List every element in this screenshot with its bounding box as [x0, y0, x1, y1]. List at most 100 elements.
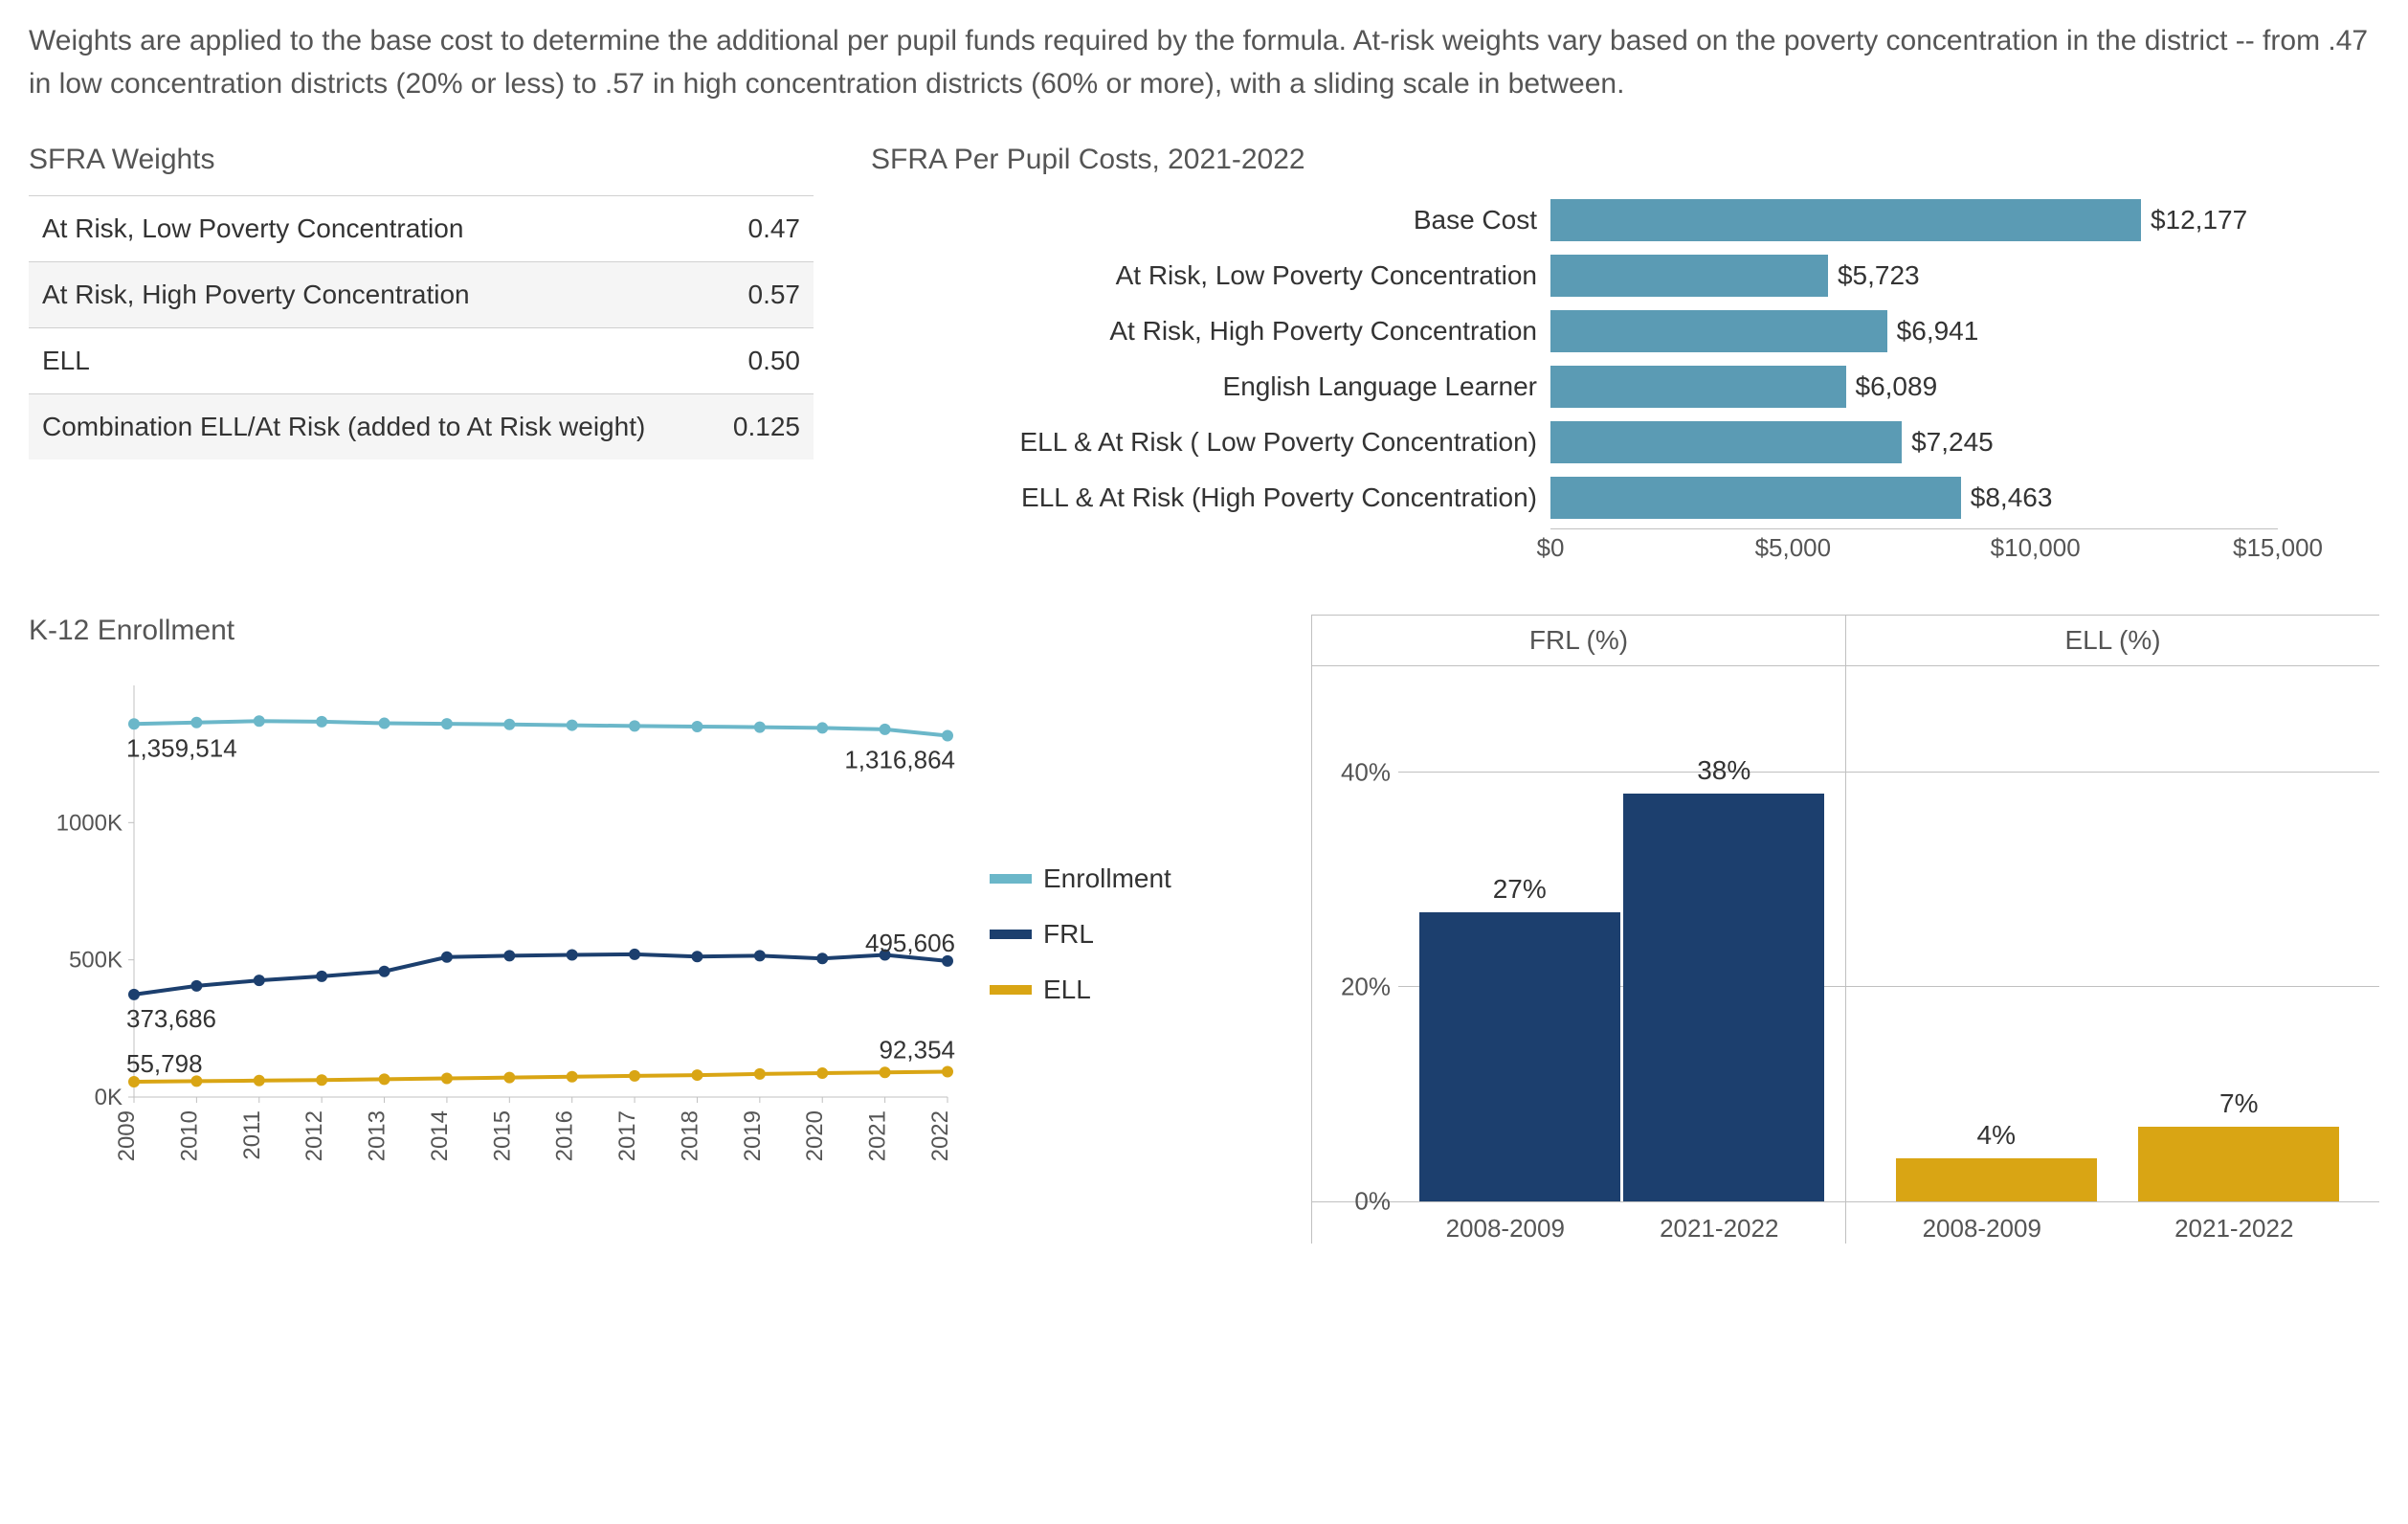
cost-bar-label: Base Cost: [871, 205, 1550, 235]
series-dot: [816, 952, 828, 964]
axis-tick: $15,000: [2233, 533, 2323, 563]
cost-bar-value: $12,177: [2151, 205, 2247, 235]
pct-y-axis: 0%20%40%: [1312, 666, 1398, 1201]
pct-bar-group: 7%: [2133, 1088, 2344, 1201]
series-dot: [254, 1075, 265, 1087]
series-dot: [379, 966, 390, 977]
svg-text:2017: 2017: [614, 1110, 640, 1161]
axis-tick: 2021-2022: [2129, 1214, 2339, 1244]
chart-annotation: 55,798: [126, 1049, 203, 1078]
axis-tick: 0%: [1354, 1187, 1391, 1217]
cost-bar-row: Base Cost $12,177: [871, 195, 2379, 245]
series-dot: [190, 717, 202, 728]
percentage-panels: FRL (%)0%20%40%27%38%2008-20092021-2022E…: [1311, 615, 2379, 1244]
legend-swatch: [990, 874, 1032, 884]
sfra-costs-section: SFRA Per Pupil Costs, 2021-2022 Base Cos…: [871, 144, 2379, 567]
axis-tick: 2008-2009: [1400, 1214, 1611, 1244]
pct-bars: 4% 7%: [1856, 666, 2379, 1201]
series-dot: [441, 718, 453, 729]
series-dot: [379, 718, 390, 729]
chart-annotation: 495,606: [865, 929, 955, 957]
series-dot: [691, 951, 702, 962]
series-dot: [629, 720, 640, 731]
pct-bars: 27% 38%: [1398, 666, 1845, 1201]
series-dot: [880, 724, 891, 735]
cost-bar-label: At Risk, High Poverty Concentration: [871, 316, 1550, 347]
legend-swatch: [990, 930, 1032, 939]
weight-value: 0.50: [699, 328, 814, 394]
pct-bar-group: 4%: [1891, 1120, 2102, 1201]
pct-plot: 4% 7%: [1846, 666, 2379, 1202]
series-dot: [754, 722, 766, 733]
table-row: At Risk, Low Poverty Concentration0.47: [29, 196, 814, 262]
svg-text:500K: 500K: [69, 948, 123, 974]
cost-bar-value: $8,463: [1971, 482, 2053, 513]
svg-text:2014: 2014: [427, 1110, 453, 1161]
svg-text:2009: 2009: [114, 1110, 140, 1161]
series-dot: [441, 1073, 453, 1085]
legend-label: Enrollment: [1043, 863, 1171, 894]
svg-text:1000K: 1000K: [56, 810, 123, 836]
costs-bar-chart: Base Cost $12,177 At Risk, Low Poverty Con…: [871, 195, 2379, 567]
series-dot: [128, 718, 140, 729]
cost-bar-value: $7,245: [1911, 427, 1994, 458]
cost-bar: [1550, 366, 1846, 408]
pct-bar: [1623, 794, 1824, 1201]
enrollment-section: K-12 Enrollment 0K500K1000K2009201020112…: [29, 615, 1235, 1244]
chart-annotation: 1,359,514: [126, 733, 237, 762]
svg-text:2010: 2010: [176, 1110, 202, 1161]
enrollment-line-chart: 0K500K1000K20092010201120122013201420152…: [29, 666, 967, 1202]
costs-title: SFRA Per Pupil Costs, 2021-2022: [871, 144, 2379, 176]
cost-bar-value: $5,723: [1838, 260, 1920, 291]
chart-annotation: 373,686: [126, 1004, 216, 1033]
axis-tick: $0: [1537, 533, 1565, 563]
cost-bar-row: ELL & At Risk ( Low Poverty Concentratio…: [871, 417, 2379, 467]
pct-bar-value-label: 7%: [2219, 1088, 2258, 1119]
axis-tick: 20%: [1341, 973, 1391, 1002]
axis-tick: $5,000: [1755, 533, 1832, 563]
weight-label: At Risk, High Poverty Concentration: [29, 262, 699, 328]
cost-bar-label: ELL & At Risk (High Poverty Concentratio…: [871, 482, 1550, 513]
series-dot: [567, 950, 578, 961]
percentage-section: FRL (%)0%20%40%27%38%2008-20092021-2022E…: [1311, 615, 2379, 1244]
series-dot: [942, 729, 953, 741]
table-row: ELL0.50: [29, 328, 814, 394]
cost-bar-label: At Risk, Low Poverty Concentration: [871, 260, 1550, 291]
series-dot: [816, 722, 828, 733]
series-dot: [629, 949, 640, 960]
pct-bar-group: 38%: [1622, 755, 1827, 1201]
series-dot: [441, 952, 453, 963]
cost-bar-label: ELL & At Risk ( Low Poverty Concentratio…: [871, 427, 1550, 458]
pct-bar-value-label: 4%: [1977, 1120, 2016, 1151]
cost-bar-row: English Language Learner$6,089: [871, 362, 2379, 412]
chart-annotation: 1,316,864: [844, 745, 955, 773]
svg-text:2022: 2022: [927, 1110, 953, 1161]
weight-label: ELL: [29, 328, 699, 394]
pct-bar: [2138, 1127, 2339, 1201]
series-dot: [503, 950, 515, 961]
svg-text:2013: 2013: [365, 1110, 390, 1161]
cost-bar-row: At Risk, High Poverty Concentration $6,94…: [871, 306, 2379, 356]
weight-value: 0.47: [699, 196, 814, 262]
weight-label: Combination ELL/At Risk (added to At Ris…: [29, 394, 699, 460]
table-row: At Risk, High Poverty Concentration0.57: [29, 262, 814, 328]
series-dot: [316, 971, 327, 982]
pct-bar-value-label: 27%: [1493, 874, 1547, 905]
series-dot: [942, 1066, 953, 1078]
series-dot: [316, 1074, 327, 1086]
pct-panel: FRL (%)0%20%40%27%38%2008-20092021-2022: [1311, 616, 1845, 1244]
svg-text:2021: 2021: [865, 1110, 891, 1161]
cost-bar: [1550, 199, 2141, 241]
pct-bar: [1896, 1158, 2097, 1201]
cost-x-axis: $0$5,000$10,000$15,000: [1550, 528, 2278, 567]
axis-tick: 2021-2022: [1614, 1214, 1824, 1244]
series-dot: [754, 1068, 766, 1080]
series-dot: [379, 1073, 390, 1085]
series-dot: [190, 980, 202, 992]
svg-text:0K: 0K: [95, 1085, 123, 1110]
series-dot: [629, 1070, 640, 1082]
legend-label: FRL: [1043, 919, 1094, 950]
cost-bar: [1550, 310, 1887, 352]
cost-bar-value: $6,941: [1897, 316, 1979, 347]
legend-item: ELL: [990, 975, 1171, 1005]
